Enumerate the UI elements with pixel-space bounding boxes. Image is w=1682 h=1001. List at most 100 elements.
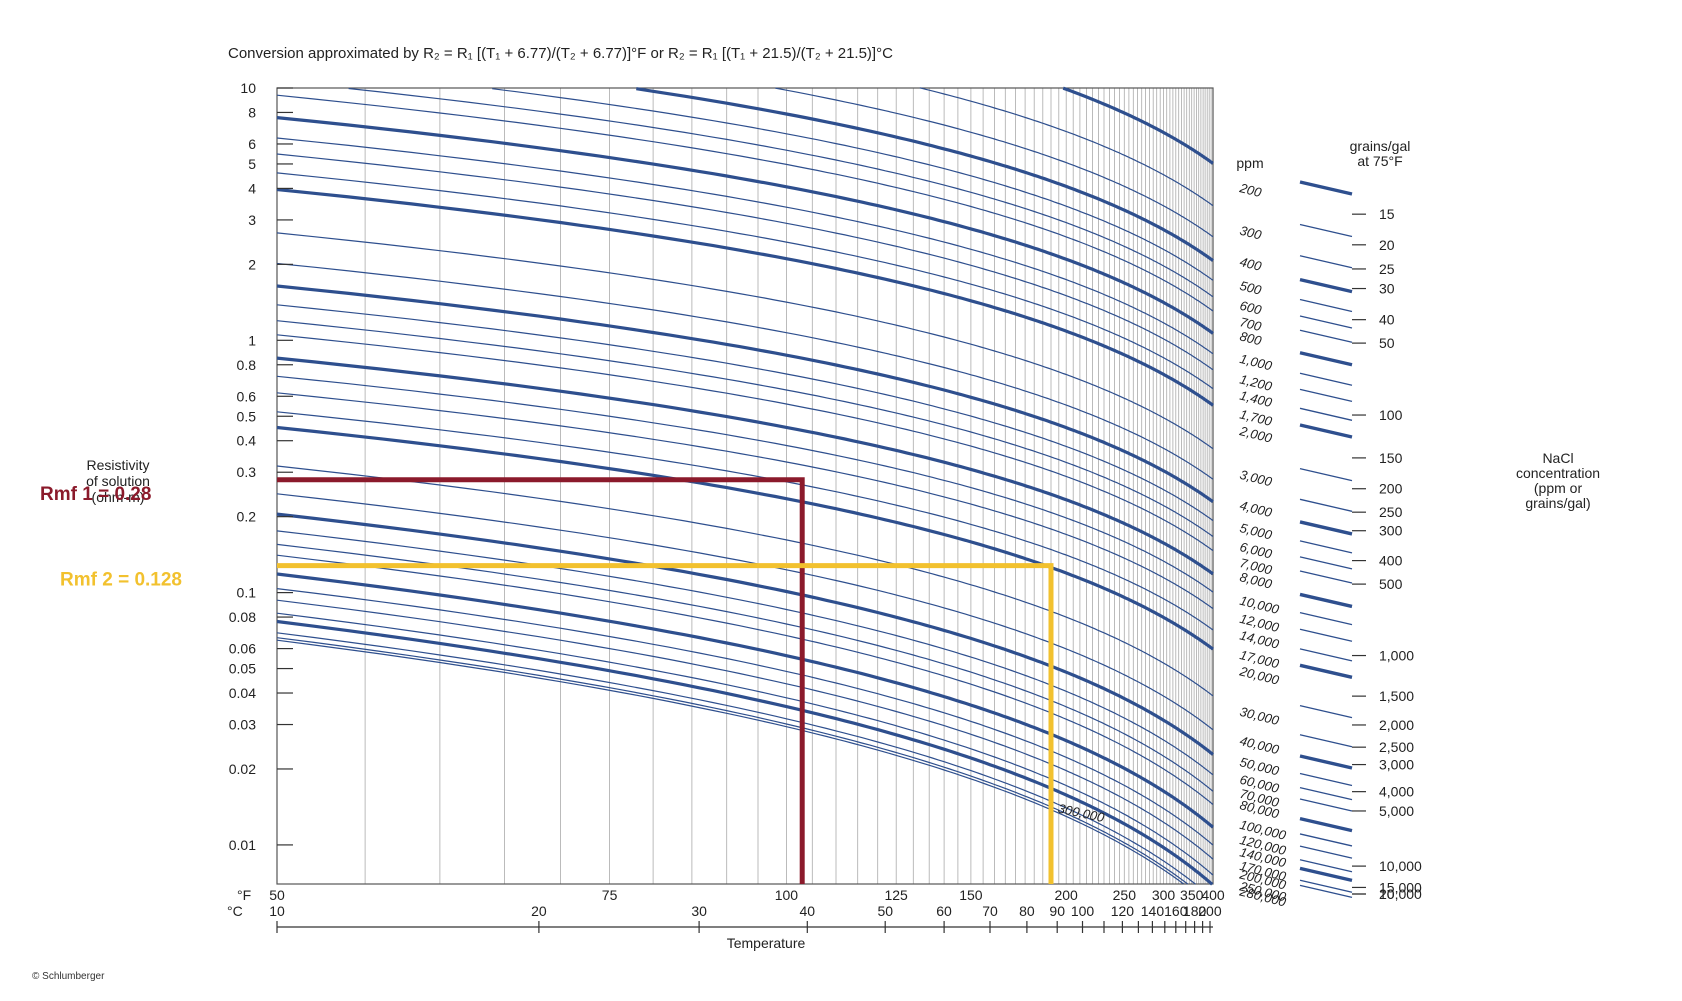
- x-tick-label-c: 80: [1019, 903, 1035, 919]
- salinity-curve: [276, 392, 1214, 610]
- x-tick-label-f: 150: [959, 887, 983, 903]
- salinity-curve: [276, 530, 1214, 776]
- salinity-curve: [276, 425, 1214, 651]
- grains-scale-label: 250: [1379, 504, 1403, 520]
- salinity-curve: [775, 87, 1214, 238]
- y-tick-label: 0.4: [237, 433, 257, 449]
- salinity-curve: [276, 172, 1214, 390]
- y-tick-label: 0.04: [229, 685, 256, 701]
- ppm-scale-tick: [1299, 329, 1353, 343]
- y-tick-label: 0.2: [237, 509, 257, 525]
- ppm-scale-tick: [1299, 570, 1353, 584]
- salinity-curve: [276, 588, 1214, 846]
- salinity-curve: [276, 187, 1214, 407]
- ppm-scale-label: 300: [1238, 223, 1263, 243]
- x-tick-label-c: 10: [269, 903, 285, 919]
- rmf-label: Rmf 2 = 0.128: [60, 570, 182, 591]
- ppm-scale-tick: [1299, 255, 1353, 269]
- ppm-scale-tick: [1299, 540, 1353, 554]
- ppm-scale-label: 30,000: [1238, 704, 1281, 728]
- y-tick-label: 0.02: [229, 761, 256, 777]
- x-tick-label-c: 200: [1198, 903, 1222, 919]
- x-axis-label: Temperature: [727, 935, 806, 951]
- nacl-label: grains/gal): [1525, 495, 1590, 511]
- y-tick-label: 3: [248, 212, 256, 228]
- y-tick-label: 4: [248, 180, 256, 196]
- salinity-curve: [276, 356, 1214, 576]
- ppm-scale-tick: [1299, 879, 1353, 893]
- ppm-scale-tick: [1299, 612, 1353, 626]
- x-tick-label-f: 125: [884, 887, 908, 903]
- ppm-scale-label: 600: [1238, 298, 1263, 318]
- x-tick-label-f: 400: [1201, 887, 1225, 903]
- salinity-curve: [276, 262, 1214, 480]
- x-tick-label-c: 60: [936, 903, 952, 919]
- x-tick-label-c: 120: [1111, 903, 1135, 919]
- y-tick-label: 0.08: [229, 609, 256, 625]
- grains-scale-label: 3,000: [1379, 757, 1414, 773]
- ppm-scale-tick: [1299, 388, 1353, 403]
- ppm-scale-tick: [1299, 223, 1353, 238]
- salinity-curve: [276, 116, 1214, 335]
- grains-scale-label: 30: [1379, 281, 1395, 297]
- ppm-scale-tick: [1299, 298, 1353, 313]
- salinity-curve: [276, 320, 1214, 538]
- grains-scale-label: 10: [1379, 886, 1395, 902]
- salinity-curve: [276, 304, 1214, 522]
- curve-inline-label: 300,000: [1057, 801, 1107, 826]
- salinity-curve: [276, 334, 1214, 552]
- y-tick-label: 0.01: [229, 837, 256, 853]
- rmf-marker-line: [277, 563, 1054, 884]
- salinity-curve: [276, 284, 1214, 504]
- ppm-scale-tick: [1299, 845, 1353, 859]
- salinity-curve: [276, 512, 1214, 756]
- salinity-curve: [276, 411, 1214, 631]
- ppm-scale-tick: [1299, 859, 1353, 873]
- x-unit-f: °F: [237, 887, 251, 903]
- x-tick-label-f: 250: [1113, 887, 1137, 903]
- ppm-scale-tick: [1299, 816, 1353, 833]
- ppm-scale-tick: [1299, 180, 1353, 196]
- ppm-scale-tick: [1299, 498, 1353, 512]
- ppm-scale-tick: [1299, 520, 1353, 536]
- y-axis-label: Resistivity: [86, 457, 149, 473]
- ppm-scale-label: 1,000: [1238, 351, 1274, 374]
- y-tick-label: 0.6: [237, 388, 257, 404]
- ppm-scale-tick: [1299, 556, 1353, 570]
- x-tick-label-c: 50: [877, 903, 893, 919]
- salinity-curve: [636, 87, 1214, 262]
- grains-scale-label: 50: [1379, 335, 1395, 351]
- grains-scale-label: 150: [1379, 450, 1403, 466]
- y-tick-label: 0.5: [237, 408, 257, 424]
- ppm-scale-tick: [1299, 833, 1353, 847]
- salinity-curve: [276, 612, 1214, 876]
- ppm-scale-tick: [1299, 372, 1353, 386]
- ppm-scale-label: 4,000: [1238, 498, 1274, 521]
- x-tick-label-f: 100: [775, 887, 799, 903]
- salinity-curve: [276, 375, 1214, 593]
- salinity-curve: [276, 572, 1214, 829]
- y-tick-label: 2: [248, 256, 256, 272]
- salinity-curve: [276, 554, 1214, 805]
- grains-scale-label: 300: [1379, 523, 1403, 539]
- x-tick-label-c: 20: [531, 903, 547, 919]
- x-tick-label-c: 160: [1164, 903, 1188, 919]
- y-tick-label: 5: [248, 156, 256, 172]
- x-tick-label-c: 30: [691, 903, 707, 919]
- ppm-scale-tick: [1299, 277, 1353, 294]
- grains-scale-header: grains/gal: [1350, 138, 1411, 154]
- grains-scale-label: 1,500: [1379, 688, 1414, 704]
- rmf-label: Rmf 1 = 0.28: [40, 484, 151, 505]
- grains-scale-label: 10,000: [1379, 858, 1422, 874]
- ppm-scale-label: 500: [1238, 278, 1263, 298]
- nacl-label: (ppm or: [1534, 480, 1583, 496]
- grains-scale-label: 5,000: [1379, 803, 1414, 819]
- x-tick-label-f: 350: [1180, 887, 1204, 903]
- x-tick-label-c: 70: [982, 903, 998, 919]
- ppm-scale-header: ppm: [1236, 155, 1263, 171]
- y-axis-label: (ohm-m): [92, 489, 145, 505]
- salinity-curve: [492, 88, 1214, 281]
- ppm-scale-tick: [1299, 772, 1353, 787]
